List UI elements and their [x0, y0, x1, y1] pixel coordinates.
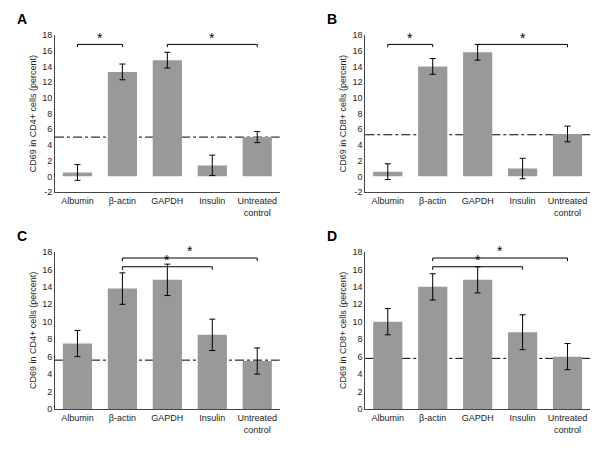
svg-text:2: 2: [47, 156, 52, 166]
svg-text:*: *: [407, 30, 413, 46]
svg-text:2: 2: [47, 387, 52, 397]
svg-text:CD69 in CD8+ cells (percent): CD69 in CD8+ cells (percent): [338, 55, 348, 172]
svg-text:18: 18: [352, 247, 362, 257]
svg-text:-2: -2: [44, 187, 52, 197]
svg-text:GAPDH: GAPDH: [462, 413, 494, 423]
svg-text:0: 0: [357, 404, 362, 414]
svg-text:CD69 in CD8+ cells (percent): CD69 in CD8+ cells (percent): [338, 272, 348, 389]
svg-text:*: *: [520, 30, 526, 46]
svg-text:*: *: [187, 243, 193, 259]
svg-text:D: D: [327, 228, 337, 244]
svg-text:18: 18: [352, 30, 362, 40]
svg-text:4: 4: [47, 140, 52, 150]
svg-text:β-actin: β-actin: [109, 413, 136, 423]
svg-text:14: 14: [42, 282, 52, 292]
svg-text:18: 18: [42, 247, 52, 257]
svg-text:4: 4: [357, 140, 362, 150]
svg-text:GAPDH: GAPDH: [151, 413, 183, 423]
svg-text:CD69 in CD4+ cells (percent): CD69 in CD4+ cells (percent): [28, 272, 38, 389]
svg-text:*: *: [497, 243, 503, 259]
svg-text:8: 8: [357, 334, 362, 344]
svg-text:Albumin: Albumin: [372, 196, 405, 206]
svg-text:Insulin: Insulin: [199, 413, 225, 423]
svg-text:8: 8: [357, 109, 362, 119]
svg-text:4: 4: [357, 369, 362, 379]
svg-text:0: 0: [357, 172, 362, 182]
svg-text:14: 14: [352, 282, 362, 292]
svg-text:A: A: [17, 11, 27, 27]
svg-text:Untreatedcontrol: Untreatedcontrol: [548, 196, 588, 218]
svg-text:2: 2: [357, 156, 362, 166]
svg-text:β-actin: β-actin: [419, 413, 446, 423]
svg-text:β-actin: β-actin: [419, 196, 446, 206]
svg-text:Untreatedcontrol: Untreatedcontrol: [237, 196, 277, 218]
svg-text:6: 6: [47, 124, 52, 134]
svg-text:2: 2: [357, 387, 362, 397]
svg-text:Albumin: Albumin: [372, 413, 405, 423]
svg-text:C: C: [17, 228, 27, 244]
svg-text:Insulin: Insulin: [199, 196, 225, 206]
svg-text:16: 16: [352, 46, 362, 56]
svg-text:14: 14: [352, 62, 362, 72]
svg-text:Insulin: Insulin: [510, 196, 536, 206]
svg-text:Untreatedcontrol: Untreatedcontrol: [548, 413, 588, 435]
svg-text:16: 16: [42, 265, 52, 275]
svg-text:GAPDH: GAPDH: [151, 196, 183, 206]
svg-text:10: 10: [42, 317, 52, 327]
svg-text:*: *: [209, 30, 215, 46]
svg-text:*: *: [475, 252, 481, 268]
svg-text:8: 8: [47, 334, 52, 344]
svg-text:β-actin: β-actin: [109, 196, 136, 206]
svg-text:16: 16: [352, 265, 362, 275]
svg-text:GAPDH: GAPDH: [462, 196, 494, 206]
svg-text:10: 10: [352, 93, 362, 103]
svg-text:18: 18: [42, 30, 52, 40]
svg-text:6: 6: [357, 352, 362, 362]
svg-text:B: B: [327, 11, 337, 27]
svg-text:-2: -2: [354, 187, 362, 197]
svg-text:Insulin: Insulin: [510, 413, 536, 423]
svg-text:6: 6: [357, 124, 362, 134]
svg-text:Untreatedcontrol: Untreatedcontrol: [237, 413, 277, 435]
svg-text:12: 12: [352, 77, 362, 87]
svg-text:*: *: [97, 30, 103, 46]
svg-text:8: 8: [47, 109, 52, 119]
svg-text:12: 12: [352, 299, 362, 309]
svg-text:16: 16: [42, 46, 52, 56]
svg-text:4: 4: [47, 369, 52, 379]
svg-text:14: 14: [42, 62, 52, 72]
svg-text:0: 0: [47, 404, 52, 414]
svg-text:Albumin: Albumin: [61, 413, 94, 423]
svg-text:12: 12: [42, 77, 52, 87]
svg-text:0: 0: [47, 172, 52, 182]
svg-text:*: *: [164, 252, 170, 268]
svg-text:6: 6: [47, 352, 52, 362]
svg-text:12: 12: [42, 299, 52, 309]
svg-text:10: 10: [42, 93, 52, 103]
svg-text:10: 10: [352, 317, 362, 327]
svg-text:Albumin: Albumin: [61, 196, 94, 206]
svg-text:CD69 in CD4+ cells (percent): CD69 in CD4+ cells (percent): [28, 55, 38, 172]
